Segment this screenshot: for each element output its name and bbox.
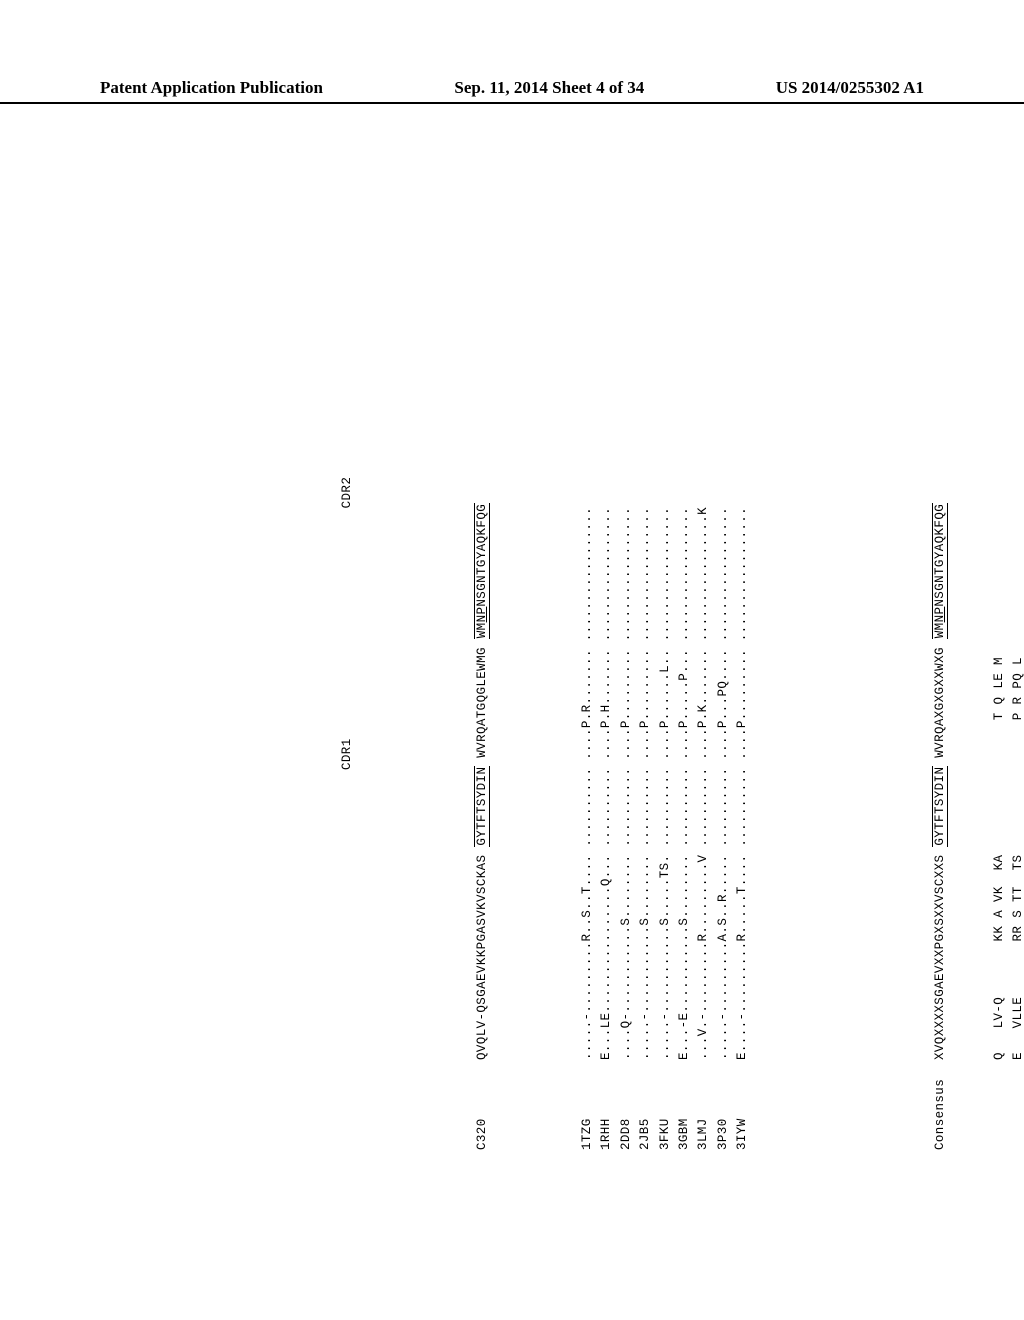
seq-ref: QVQLV-QSGAEVKKPGASVKVSCKAS GYTFTSYDIN WV… xyxy=(474,503,490,1060)
consensus-variant-row: E VLLE RR S TT TS P R PQ L xyxy=(1009,150,1024,1150)
consensus-label: Consensus xyxy=(931,1060,950,1150)
alignment-row: 3P30.....-.........A.S..R..... .........… xyxy=(714,150,733,1150)
alignment-row: 1RHHE...LE................Q... .........… xyxy=(597,150,616,1150)
consensus-row: ConsensusXVQXXXXSGAEVXXPGXSXXVSCXXS GYTF… xyxy=(931,150,950,1150)
row-id: 2JB5 xyxy=(636,1060,655,1150)
header-center: Sep. 11, 2014 Sheet 4 of 34 xyxy=(454,78,644,98)
seq-text: .....-.........R..S..T.... .......... ..… xyxy=(580,507,594,1060)
seq-text: .....-.........A.S..R..... .......... ..… xyxy=(716,507,730,1060)
row-id: 1TZG xyxy=(578,1060,597,1150)
seq-text: Q LV-Q KK A VK KA T Q LE M xyxy=(992,507,1006,1060)
alignment-row: 2DD8....Q-...........S........ .........… xyxy=(617,150,636,1150)
cdr-top-labels: CDR1 CDR2 xyxy=(338,150,357,1150)
seq-text: ....Q-...........S........ .......... ..… xyxy=(619,507,633,1060)
row-id: C320 xyxy=(473,1060,492,1150)
row-id: 3P30 xyxy=(714,1060,733,1150)
seq-text: .....-...........S........ .......... ..… xyxy=(638,507,652,1060)
cdr1-label: CDR1 xyxy=(340,738,354,770)
alignment-row: 1TZG.....-.........R..S..T.... .........… xyxy=(578,150,597,1150)
row-id: 3IYW xyxy=(733,1060,752,1150)
alignment-figure: CDR1 CDR2 C320QVQLV-QSGAEVKKPGASVKVSCKAS … xyxy=(260,150,1024,1150)
row-id: 3FKU xyxy=(656,1060,675,1150)
header-left: Patent Application Publication xyxy=(100,78,323,98)
alignment-row: C320QVQLV-QSGAEVKKPGASVKVSCKAS GYTFTSYDI… xyxy=(473,150,492,1150)
spacer xyxy=(531,150,539,1150)
seq-text: E....-.........R.....T.... .......... ..… xyxy=(735,507,749,1060)
consensus-top-block: ConsensusXVQXXXXSGAEVXXPGXSXXVSCXXS GYTF… xyxy=(893,150,1024,1150)
row-id: 3LMJ xyxy=(694,1060,713,1150)
seq-text: E VLLE RR S TT TS P R PQ L xyxy=(1011,507,1024,1060)
seq-text: ...V.-.........R.........V .......... ..… xyxy=(696,507,710,1060)
alignment-row: 3FKU.....-...........S.....TS. .........… xyxy=(656,150,675,1150)
row-id: 2DD8 xyxy=(617,1060,636,1150)
alignment-row: 2JB5.....-...........S........ .........… xyxy=(636,150,655,1150)
page-header: Patent Application Publication Sep. 11, … xyxy=(0,78,1024,104)
row-id: 1RHH xyxy=(597,1060,616,1150)
consensus-variant-row: Q LV-Q KK A VK KA T Q LE M xyxy=(990,150,1009,1150)
alignment-row: 3IYWE....-.........R.....T.... .........… xyxy=(733,150,752,1150)
consensus-seq: XVQXXXXSGAEVXXPGXSXXVSCXXS GYTFTSYDIN WV… xyxy=(932,503,948,1060)
alignment-row: 3GBME...-E...........S........ .........… xyxy=(675,150,694,1150)
seq-text: E...-E...........S........ .......... ..… xyxy=(677,507,691,1060)
row-id: 3GBM xyxy=(675,1060,694,1150)
alignment-row: 3LMJ...V.-.........R.........V .........… xyxy=(694,150,713,1150)
seq-text: .....-...........S.....TS. .......... ..… xyxy=(658,507,672,1060)
seq-text: E...LE................Q... .......... ..… xyxy=(599,507,613,1060)
alignment-top-block: C320QVQLV-QSGAEVKKPGASVKVSCKAS GYTFTSYDI… xyxy=(434,150,791,1150)
header-right: US 2014/0255302 A1 xyxy=(776,78,924,98)
cdr2-label: CDR2 xyxy=(340,477,354,509)
